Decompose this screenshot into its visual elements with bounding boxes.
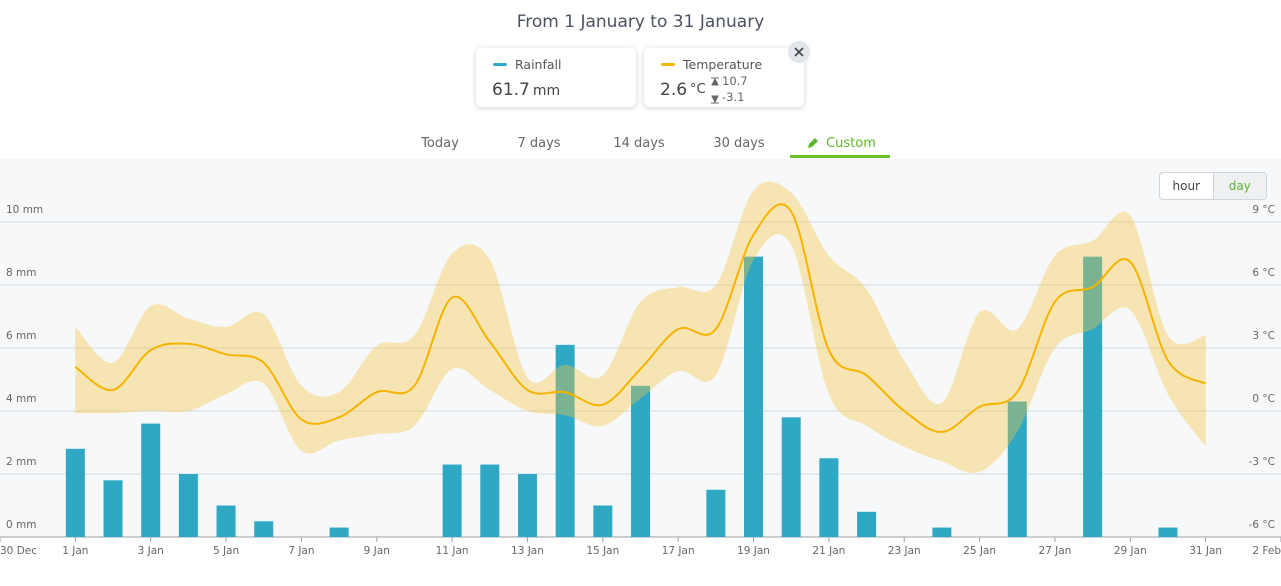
x-tick-label: 5 Jan	[213, 545, 239, 557]
card-value: 61.7	[492, 80, 530, 100]
y-tick-label: 6 mm	[6, 330, 36, 342]
x-tick-label: 2 Feb	[1252, 545, 1281, 557]
rain-bar	[819, 458, 839, 537]
toggle-option-active[interactable]: day	[1212, 173, 1266, 199]
x-tick-label: 15 Jan	[586, 545, 619, 557]
temperature-line	[74, 203, 1207, 434]
y-tick-label: 8 mm	[6, 267, 36, 279]
rain-bar	[706, 489, 726, 537]
card-label: Temperature	[683, 57, 763, 72]
y2-tick-label: 6 °C	[1252, 267, 1275, 279]
x-tick-label: 9 Jan	[364, 545, 390, 557]
x-tick-label: 7 Jan	[288, 545, 314, 557]
x-tick-label: 17 Jan	[662, 545, 695, 557]
tab[interactable]: 30 days	[713, 136, 765, 151]
card-value: 2.6	[660, 80, 688, 100]
y2-tick-label: 9 °C	[1252, 204, 1275, 216]
y-tick-label: 0 mm	[6, 519, 36, 531]
temp-max: 10.7	[722, 74, 748, 88]
rain-bar	[781, 417, 801, 537]
rain-bar	[517, 474, 537, 537]
temperature-card: Temperature 2.6 °C 10.7 -3.1	[644, 48, 804, 107]
tab[interactable]: 14 days	[613, 136, 665, 151]
temperature-swatch	[661, 63, 675, 66]
x-tick-label: 19 Jan	[737, 545, 770, 557]
max-icon	[711, 77, 719, 86]
tab[interactable]: Today	[421, 136, 459, 151]
temperature-range	[75, 181, 1206, 474]
rain-bar	[857, 511, 877, 537]
temp-min: -3.1	[722, 90, 745, 104]
max-min-icons	[711, 77, 719, 104]
tab-active[interactable]: Custom	[826, 136, 876, 151]
x-tick-label: 21 Jan	[812, 545, 845, 557]
chart: 0 mm 2 mm 4 mm 6 mm 8 mm 10 mm -6 °C -3 °C 0 °C 3…	[0, 159, 1281, 557]
rain-bar	[1083, 256, 1103, 537]
rain-bar	[216, 505, 236, 537]
x-tick-label: 3 Jan	[138, 545, 164, 557]
rain-bar	[65, 448, 85, 537]
y2-tick-label: -3 °C	[1249, 456, 1275, 468]
card-unit: °C	[690, 82, 706, 97]
toggle-option[interactable]: hour	[1172, 179, 1201, 193]
y2-tick-label: 3 °C	[1252, 330, 1275, 342]
x-tick-label: 11 Jan	[436, 545, 469, 557]
rainfall-card: Rainfall 61.7 mm	[476, 48, 636, 107]
x-tick-label: 23 Jan	[888, 545, 921, 557]
granularity-toggle: hour day	[1159, 172, 1267, 200]
close-button[interactable]	[788, 41, 810, 63]
rain-bar	[480, 464, 500, 537]
y-tick-label: 4 mm	[6, 393, 36, 405]
rain-bar	[932, 527, 952, 537]
rain-bar	[631, 385, 650, 537]
rain-bar	[1007, 401, 1027, 537]
y2-tick-label: -6 °C	[1249, 519, 1275, 531]
x-tick-label: 25 Jan	[963, 545, 996, 557]
period-title: From 1 January to 31 January	[516, 12, 765, 32]
x-tick-label: 27 Jan	[1038, 545, 1071, 557]
rain-bar	[744, 256, 764, 537]
card-value-row: 2.6 °C	[660, 80, 706, 100]
rainfall-swatch	[493, 63, 507, 66]
rain-bar	[1158, 527, 1178, 537]
card-unit: mm	[532, 83, 561, 99]
tab[interactable]: 7 days	[517, 136, 561, 151]
y-tick-label: 2 mm	[6, 456, 36, 468]
close-icon	[794, 47, 804, 57]
rain-bar	[442, 464, 462, 537]
x-tick-label: 1 Jan	[62, 545, 88, 557]
min-icon	[711, 95, 719, 104]
x-tick-label: 29 Jan	[1114, 545, 1147, 557]
rain-bar	[141, 423, 161, 537]
card-value-row: 61.7 mm	[492, 80, 560, 100]
card-label: Rainfall	[515, 57, 562, 72]
pencil-icon	[808, 138, 818, 148]
x-tick-label: 30 Dec	[0, 545, 37, 557]
y-tick-label: 10 mm	[6, 204, 43, 216]
rain-bar	[329, 527, 349, 537]
rain-bar	[254, 521, 274, 537]
rain-bar	[178, 474, 198, 537]
x-tick-label: 31 Jan	[1189, 545, 1222, 557]
tab-underline	[790, 155, 890, 158]
rain-bar	[593, 505, 613, 537]
y2-tick-label: 0 °C	[1252, 393, 1275, 405]
x-tick-label: 13 Jan	[511, 545, 544, 557]
rain-bar	[103, 480, 123, 537]
